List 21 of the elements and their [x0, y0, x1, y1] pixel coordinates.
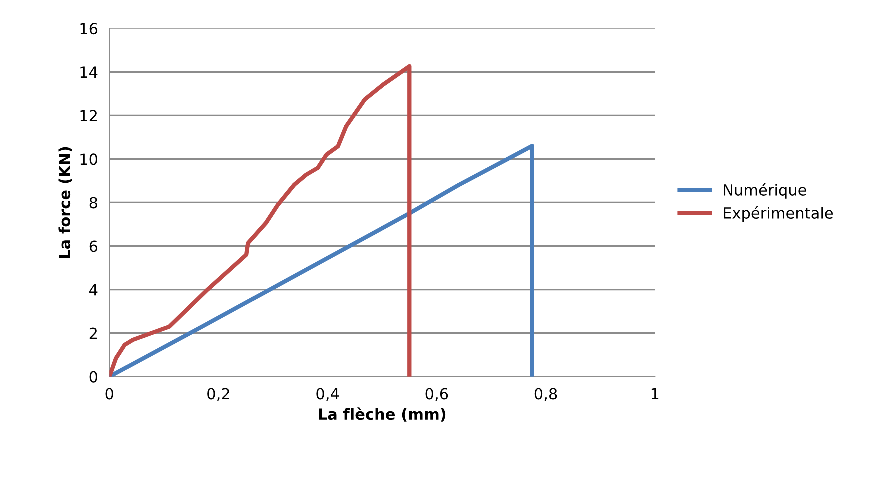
y-tick-label: 2: [90, 328, 97, 340]
x-tick-label: 0: [106, 388, 114, 400]
y-tick-label: 10: [80, 154, 98, 166]
line-series: [110, 64, 412, 377]
x-tick-label: 0,4: [316, 388, 340, 402]
x-tick-label: 0,8: [534, 388, 558, 402]
y-tick-label: 0: [90, 371, 98, 383]
x-axis-title: La flèche (mm): [319, 408, 446, 422]
y-tick-label: 16: [80, 23, 98, 35]
y-axis-title: La force (KN): [58, 147, 72, 258]
y-tick-label: 12: [80, 110, 97, 122]
y-tick-label: 14: [80, 66, 98, 78]
y-tick-label: 6: [90, 240, 98, 252]
legend-label: Expérimentale: [724, 206, 834, 222]
x-tick-label: 0,2: [208, 388, 230, 402]
x-tick-label: 1: [652, 388, 659, 400]
y-tick-label: 8: [90, 197, 98, 209]
y-tick-label: 4: [90, 284, 98, 296]
x-tick-label: 0,6: [426, 388, 448, 402]
line-series: [110, 144, 534, 377]
legend-label: Numérique: [724, 184, 806, 199]
